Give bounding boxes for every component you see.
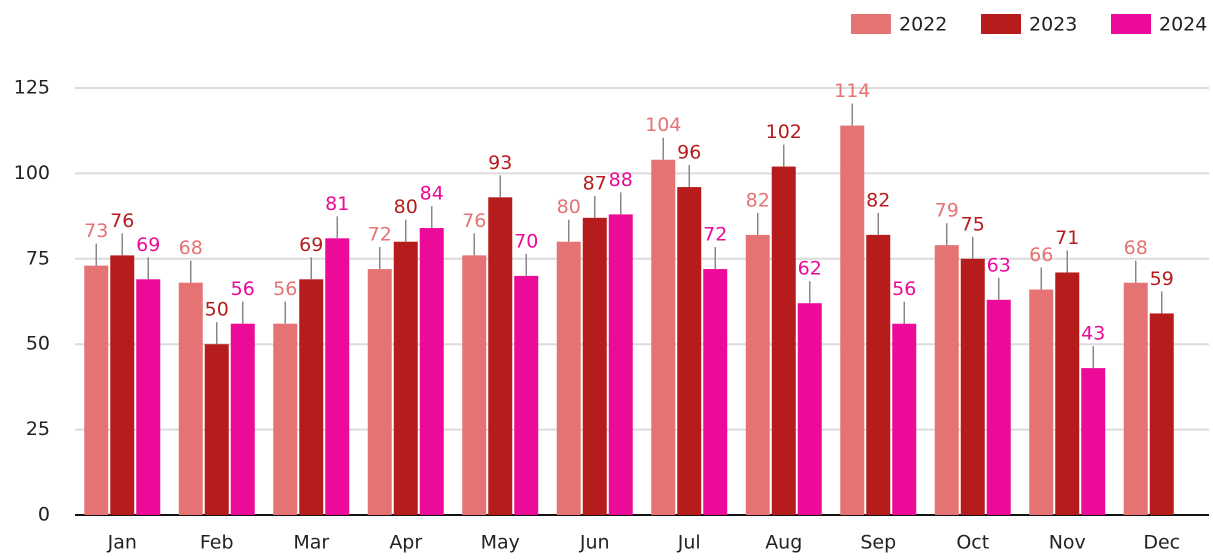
value-label: 56 [892,278,916,300]
bar [110,255,135,515]
value-label: 96 [677,142,701,164]
legend-label: 2022 [899,14,947,36]
x-tick-label: Apr [389,532,422,554]
value-label: 73 [84,220,108,242]
value-label: 84 [420,183,444,205]
value-label: 69 [299,234,323,256]
value-label: 93 [488,152,512,174]
bar [204,344,229,515]
bar [771,166,796,515]
bar [797,303,822,515]
value-label: 80 [394,196,418,218]
bar [514,275,539,515]
bar [136,279,161,515]
value-label: 62 [798,258,822,280]
bar [745,234,770,515]
legend-label: 2024 [1159,14,1207,36]
x-tick-label: Mar [293,532,329,554]
x-tick-label: Aug [765,532,802,554]
value-label: 68 [1124,237,1148,259]
bar [488,197,513,515]
bar [582,217,607,516]
bar [393,241,418,515]
bar [677,187,702,515]
value-label: 63 [987,254,1011,276]
value-label: 43 [1081,323,1105,345]
bar [367,269,392,515]
value-label: 80 [557,196,581,218]
value-label: 72 [368,224,392,246]
value-label: 102 [766,121,802,143]
bar [934,245,959,516]
value-label: 59 [1150,268,1174,290]
value-label: 76 [462,210,486,232]
x-tick-label: May [481,532,520,554]
x-tick-label: Dec [1143,532,1180,554]
legend-swatch [851,14,891,34]
value-label: 50 [205,299,229,321]
bar [892,323,917,515]
x-tick-label: Jan [107,532,137,554]
y-tick-label: 25 [26,418,50,440]
bar [703,269,728,515]
x-tick-label: Jun [579,532,610,554]
bar [84,265,109,515]
value-label: 104 [645,114,681,136]
bar [462,255,487,515]
value-label: 79 [935,200,959,222]
value-label: 72 [703,224,727,246]
value-label: 87 [583,172,607,194]
x-tick-label: Jul [677,532,701,554]
bar [866,234,891,515]
x-tick-label: Nov [1049,532,1086,554]
legend-label: 2023 [1029,14,1077,36]
bar [1123,282,1148,515]
value-label: 56 [231,278,255,300]
y-tick-label: 75 [26,247,50,269]
bar [1149,313,1174,515]
legend-swatch [981,14,1021,34]
y-tick-label: 125 [14,77,50,99]
y-tick-label: 100 [14,162,50,184]
value-label: 81 [325,193,349,215]
bar [1081,368,1106,515]
y-tick-label: 0 [38,504,50,526]
value-label: 69 [136,234,160,256]
value-label: 82 [866,189,890,211]
value-label: 71 [1055,227,1079,249]
bar [419,228,444,515]
value-label: 76 [110,210,134,232]
bar [230,323,255,515]
bar [651,159,676,515]
y-tick-label: 50 [26,333,50,355]
bar [1029,289,1054,515]
value-label: 70 [514,230,538,252]
bar [556,241,581,515]
bar [608,214,633,515]
bar [960,258,985,515]
value-label: 56 [273,278,297,300]
value-label: 66 [1029,244,1053,266]
value-label: 75 [961,213,985,235]
value-label: 88 [609,169,633,191]
bar [986,299,1011,515]
value-label: 68 [179,237,203,259]
value-label: 82 [746,189,770,211]
x-tick-label: Feb [200,532,234,554]
bar [1055,272,1080,515]
bar [178,282,203,515]
bar [299,279,324,515]
bar [325,238,350,515]
bar [273,323,298,515]
x-tick-label: Oct [956,532,989,554]
value-label: 114 [834,80,870,102]
bar [840,125,865,516]
x-tick-label: Sep [860,532,896,554]
legend-swatch [1111,14,1151,34]
